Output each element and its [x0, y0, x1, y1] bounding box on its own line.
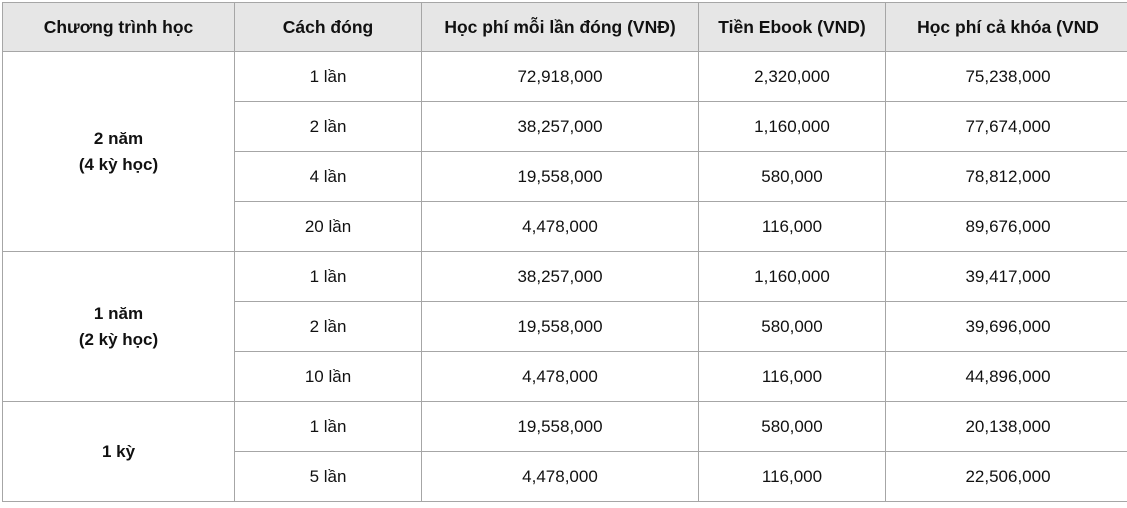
table-body: 2 năm (4 kỳ học) 1 lần 72,918,000 2,320,000 7… — [2, 51, 1127, 502]
program-label: 1 năm — [93, 303, 144, 323]
fee-per-payment-cell: 38,257,000 — [421, 101, 699, 152]
total-fee-cell: 39,417,000 — [885, 251, 1127, 302]
ebook-cost-cell: 1,160,000 — [698, 251, 886, 302]
fee-per-payment-cell: 72,918,000 — [421, 51, 699, 102]
header-ebook-cost: Tiền Ebook (VND) — [698, 2, 886, 52]
table-row: 2 lần 19,558,000 580,000 39,696,000 — [3, 301, 1127, 352]
payment-method-cell: 2 lần — [234, 301, 422, 352]
table-row: 1 năm (2 kỳ học) 1 lần 38,257,000 1,160,000 3… — [2, 251, 1127, 402]
payment-method-cell: 1 lần — [234, 51, 422, 102]
program-label: 2 năm — [93, 128, 144, 148]
fee-per-payment-cell: 19,558,000 — [421, 401, 699, 452]
table-row: 2 năm (4 kỳ học) 1 lần 72,918,000 2,320,000 7… — [2, 51, 1127, 252]
program-cell: 1 năm (2 kỳ học) — [2, 251, 235, 402]
payment-method-cell: 2 lần — [234, 101, 422, 152]
table-row: 10 lần 4,478,000 116,000 44,896,000 — [3, 351, 1127, 402]
fee-per-payment-cell: 4,478,000 — [421, 451, 699, 502]
header-fee-per-payment: Học phí mỗi lần đóng (VNĐ) — [421, 2, 699, 52]
ebook-cost-cell: 580,000 — [698, 151, 886, 202]
ebook-cost-cell: 116,000 — [698, 201, 886, 252]
program-label: (2 kỳ học) — [78, 329, 159, 349]
table-header: Chương trình học Cách đóng Học phí mỗi l… — [2, 2, 1127, 52]
ebook-cost-cell: 116,000 — [698, 351, 886, 402]
payment-method-cell: 4 lần — [234, 151, 422, 202]
ebook-cost-cell: 2,320,000 — [698, 51, 886, 102]
payment-method-cell: 1 lần — [234, 401, 422, 452]
fee-per-payment-cell: 19,558,000 — [421, 301, 699, 352]
fee-per-payment-cell: 38,257,000 — [421, 251, 699, 302]
payment-method-cell: 1 lần — [234, 251, 422, 302]
payment-method-cell: 10 lần — [234, 351, 422, 402]
total-fee-cell: 77,674,000 — [885, 101, 1127, 152]
total-fee-cell: 78,812,000 — [885, 151, 1127, 202]
ebook-cost-cell: 1,160,000 — [698, 101, 886, 152]
header-program: Chương trình học — [2, 2, 235, 52]
fee-per-payment-cell: 19,558,000 — [421, 151, 699, 202]
fee-per-payment-cell: 4,478,000 — [421, 351, 699, 402]
table-row: 5 lần 4,478,000 116,000 22,506,000 — [3, 451, 1127, 502]
total-fee-cell: 22,506,000 — [885, 451, 1127, 502]
table-row: 1 kỳ 1 lần 19,558,000 580,000 20,138,000 — [2, 401, 1127, 502]
total-fee-cell: 20,138,000 — [885, 401, 1127, 452]
payment-method-cell: 20 lần — [234, 201, 422, 252]
header-row: Chương trình học Cách đóng Học phí mỗi l… — [2, 2, 1127, 52]
ebook-cost-cell: 580,000 — [698, 301, 886, 352]
header-payment-method: Cách đóng — [234, 2, 422, 52]
payment-method-cell: 5 lần — [234, 451, 422, 502]
fee-per-payment-cell: 4,478,000 — [421, 201, 699, 252]
ebook-cost-cell: 116,000 — [698, 451, 886, 502]
table-row: 2 lần 38,257,000 1,160,000 77,674,000 — [3, 101, 1127, 152]
program-label: (4 kỳ học) — [78, 154, 159, 174]
total-fee-cell: 75,238,000 — [885, 51, 1127, 102]
program-label: 1 kỳ — [101, 441, 136, 461]
total-fee-cell: 44,896,000 — [885, 351, 1127, 402]
total-fee-cell: 89,676,000 — [885, 201, 1127, 252]
program-cell: 2 năm (4 kỳ học) — [2, 51, 235, 252]
total-fee-cell: 39,696,000 — [885, 301, 1127, 352]
ebook-cost-cell: 580,000 — [698, 401, 886, 452]
header-total-fee: Học phí cả khóa (VND — [885, 2, 1127, 52]
program-cell: 1 kỳ — [2, 401, 235, 502]
